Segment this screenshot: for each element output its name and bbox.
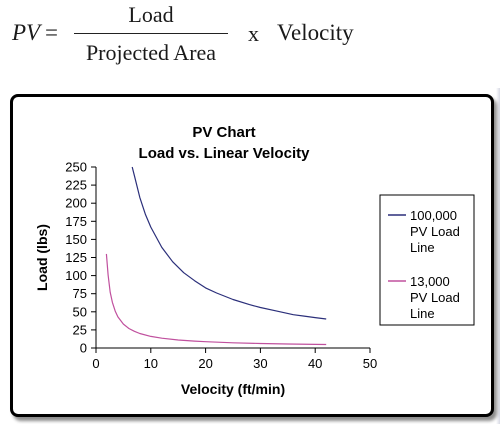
legend-label: 13,000 (410, 274, 450, 289)
equation-denominator: Projected Area (85, 40, 217, 65)
equation-multiply-operator: x (248, 21, 259, 46)
y-tick-label: 250 (65, 160, 87, 175)
y-tick-label: 150 (65, 232, 87, 247)
x-tick-label: 0 (92, 356, 99, 371)
x-tick-label: 30 (253, 356, 267, 371)
series-line-0 (131, 166, 327, 320)
equation-numerator: Load (128, 2, 174, 27)
y-tick-label: 75 (73, 286, 87, 301)
y-tick-label: 50 (73, 304, 87, 319)
equation-rhs: Velocity (277, 20, 354, 45)
fraction-bar (74, 33, 228, 34)
y-tick-label: 25 (73, 322, 87, 337)
y-tick-label: 125 (65, 250, 87, 265)
y-tick-label: 0 (80, 341, 87, 356)
y-axis-label: Load (lbs) (34, 224, 50, 291)
y-tick-label: 225 (65, 178, 87, 193)
legend-label: PV Load (410, 224, 460, 239)
x-tick-label: 10 (144, 356, 158, 371)
x-axis-label: Velocity (ft/min) (181, 381, 285, 397)
legend-box (379, 194, 475, 326)
x-tick-label: 40 (308, 356, 322, 371)
legend-label: 100,000 (410, 208, 457, 223)
chart-title-line: PV Chart (192, 124, 255, 141)
pv-chart: PV Chart Load vs. Linear Velocity 0 25 50 75… (34, 124, 475, 398)
chart-title: PV Chart Load vs. Linear Velocity (139, 124, 311, 162)
y-tick-label: 175 (65, 214, 87, 229)
equation-lhs: PV (12, 20, 41, 45)
chart-axes: 0 25 50 75 100 125 150 175 200 225 250 0 10 20 30 40 50 V… (34, 160, 377, 398)
legend-label: Line (410, 240, 435, 255)
series-line-1 (105, 253, 327, 346)
chart-series (105, 166, 327, 346)
equation-fraction: Load Projected Area (74, 2, 228, 66)
legend-label: PV Load (410, 290, 460, 305)
x-tick-label: 50 (363, 356, 377, 371)
equation-equals-sign: = (45, 20, 58, 45)
pv-equation: PV = Load Projected Area x Velocity (0, 0, 500, 78)
y-tick-label: 200 (65, 196, 87, 211)
chart-frame: PV Chart Load vs. Linear Velocity 0 25 50 75… (10, 94, 494, 417)
y-tick-label: 100 (65, 268, 87, 283)
x-tick-label: 20 (198, 356, 212, 371)
legend-label: Line (410, 306, 435, 321)
chart-title-line: Load vs. Linear Velocity (139, 145, 311, 162)
right-edge-shading (496, 88, 500, 424)
